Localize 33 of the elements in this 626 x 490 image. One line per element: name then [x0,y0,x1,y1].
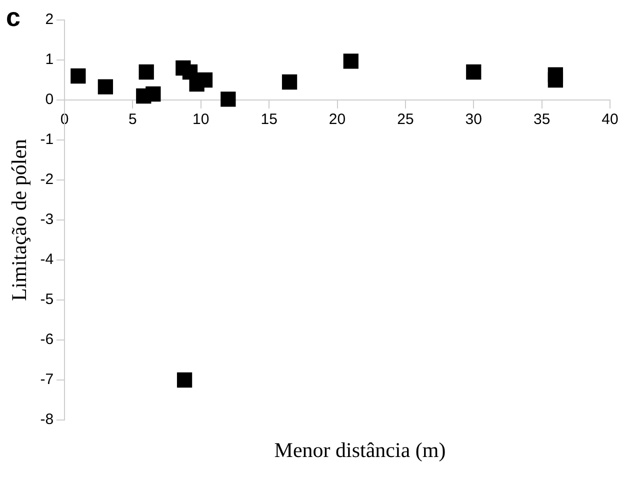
y-tick-label: 2 [45,11,54,28]
x-tick-label: 40 [602,111,618,128]
x-tick-label: 35 [533,111,550,128]
y-tick-label: -8 [40,411,54,428]
point [282,74,298,90]
y-tick-label: -1 [40,131,54,148]
x-tick-label: 10 [192,111,210,128]
x-tick-label: 30 [465,111,482,128]
point [466,64,482,80]
point [176,372,192,388]
x-tick-label: 15 [260,111,278,128]
y-tick-label: -2 [40,171,54,188]
point [98,79,114,94]
point [146,86,161,102]
point [70,68,86,84]
point [343,54,358,69]
y-tick-label: 0 [45,91,54,108]
point [220,92,236,107]
text: c [6,2,20,33]
y-axis-title: Limitação de pólen [7,138,32,302]
y-tick-label: -3 [40,211,54,228]
point [197,72,213,88]
x-tick-label: 25 [397,111,414,128]
y-tick-label: -5 [40,291,54,308]
point [138,64,154,80]
point [548,72,564,88]
x-axis-title: Menor distância (m) [273,438,447,463]
y-tick-label: -7 [40,371,54,388]
x-tick-label: 5 [128,111,137,128]
y-tick-label: 1 [45,51,54,68]
y-tick-label: -6 [40,331,54,348]
x-tick-label: 20 [328,111,346,128]
y-tick-label: -4 [40,251,54,268]
